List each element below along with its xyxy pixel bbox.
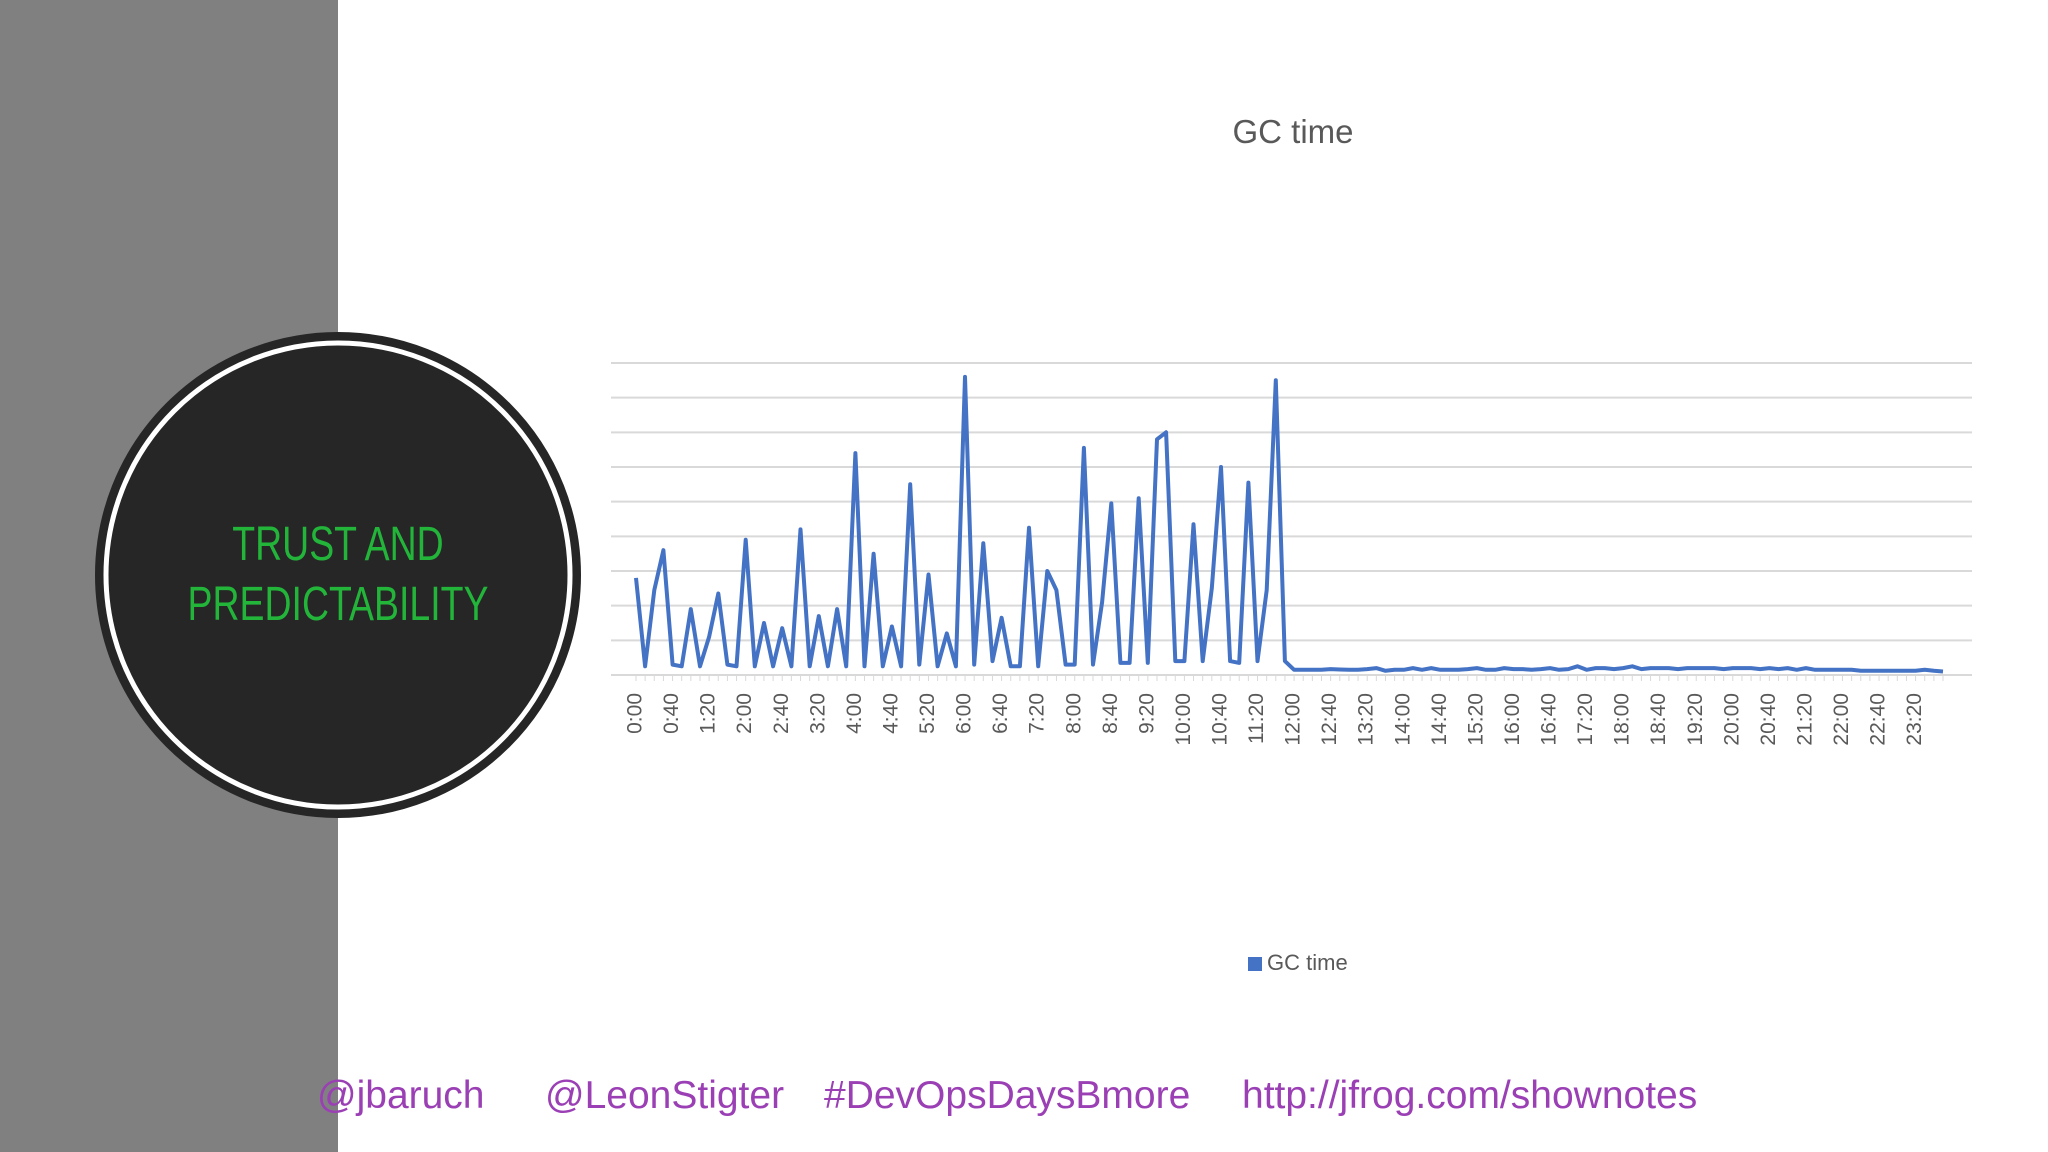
x-tick-label: 10:40 <box>1209 693 1232 746</box>
footer-text: http://jfrog.com/shownotes <box>1242 1074 1697 1117</box>
legend-label: GC time <box>1267 950 1348 975</box>
x-tick-label: 18:40 <box>1647 693 1670 746</box>
x-tick-label: 20:40 <box>1757 693 1780 746</box>
x-tick-label: 19:20 <box>1684 693 1707 746</box>
chart-title: GC time <box>1232 113 1353 150</box>
footer-text: @jbaruch <box>317 1074 485 1117</box>
x-tick-label: 16:40 <box>1538 693 1561 746</box>
x-tick-label: 1:20 <box>697 693 720 734</box>
x-tick-label: 2:40 <box>770 693 793 734</box>
x-tick-label: 13:20 <box>1355 693 1378 746</box>
x-tick-label: 16:00 <box>1501 693 1524 746</box>
x-tick-label: 7:20 <box>1026 693 1049 734</box>
x-tick-label: 5:20 <box>916 693 939 734</box>
x-tick-label: 17:20 <box>1574 693 1597 746</box>
heading-line: TRUST AND <box>232 518 443 572</box>
x-tick-label: 18:00 <box>1611 693 1634 746</box>
x-tick-label: 14:00 <box>1391 693 1414 746</box>
x-tick-label: 15:20 <box>1464 693 1487 746</box>
heading-line: PREDICTABILITY <box>188 578 489 632</box>
circle-ring <box>103 340 573 810</box>
x-tick-label: 3:20 <box>806 693 829 734</box>
x-tick-label: 4:40 <box>879 693 902 734</box>
x-tick-label: 22:40 <box>1867 693 1890 746</box>
x-tick-label: 12:40 <box>1318 693 1341 746</box>
x-tick-label: 2:00 <box>733 693 756 734</box>
x-tick-label: 9:20 <box>1135 693 1158 734</box>
x-tick-label: 14:40 <box>1428 693 1451 746</box>
x-tick-label: 4:00 <box>843 693 866 734</box>
x-tick-label: 12:00 <box>1282 693 1305 746</box>
footer-text: #DevOpsDaysBmore <box>824 1074 1190 1117</box>
footer-text: @LeonStigter <box>545 1074 784 1117</box>
x-tick-label: 22:00 <box>1830 693 1853 746</box>
x-tick-label: 10:00 <box>1172 693 1195 746</box>
x-tick-label: 8:00 <box>1062 693 1085 734</box>
x-tick-label: 23:20 <box>1903 693 1926 746</box>
x-tick-label: 21:20 <box>1793 693 1816 746</box>
x-tick-label: 0:40 <box>660 693 683 734</box>
data-line <box>634 374 1944 674</box>
x-tick-label: 11:20 <box>1245 693 1268 744</box>
legend-swatch <box>1248 957 1262 971</box>
x-tick-label: 0:00 <box>624 693 647 734</box>
x-tick-label: 6:40 <box>989 693 1012 734</box>
x-tick-label: 20:00 <box>1720 693 1743 746</box>
x-tick-label: 6:00 <box>953 693 976 734</box>
x-tick-label: 8:40 <box>1099 693 1122 734</box>
circle-outer <box>95 332 581 818</box>
